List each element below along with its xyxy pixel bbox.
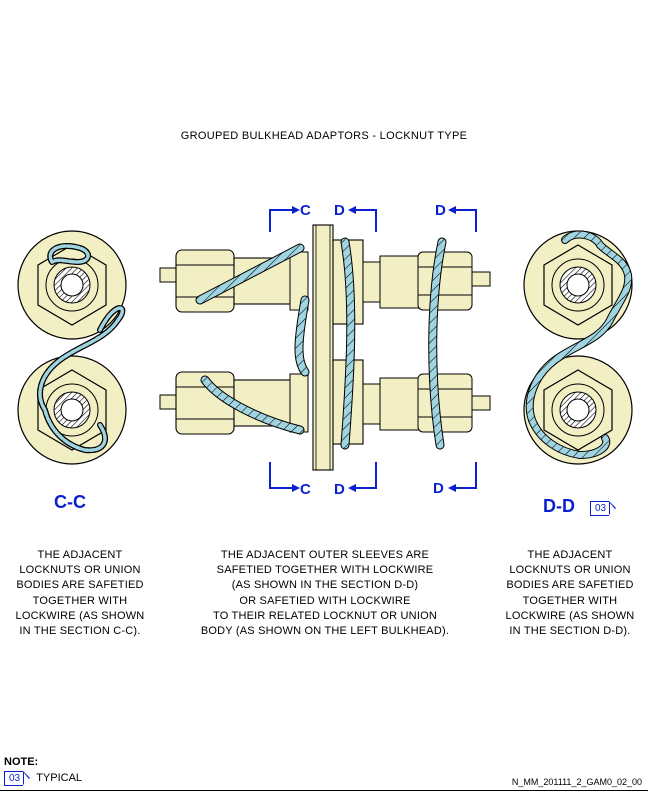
- note-center: THE ADJACENT OUTER SLEEVES ARE SAFETIED …: [200, 549, 450, 638]
- legend-ref-tag: 03: [4, 771, 31, 786]
- dd-bottom-fitting: [523, 355, 633, 465]
- section-cut-lines: [269, 209, 477, 489]
- footer-rule: [0, 790, 648, 791]
- note-right: THE ADJACENT LOCKNUTS OR UNION BODIES AR…: [505, 549, 635, 638]
- cut-letter-d-right-top: D: [435, 202, 446, 219]
- right-top-union: [362, 251, 473, 311]
- cut-letter-c-top: C: [300, 202, 311, 219]
- legend-heading: NOTE:: [4, 756, 39, 768]
- section-cut-arrows: [292, 206, 456, 492]
- section-dd-label: D-D: [543, 496, 575, 516]
- cut-letter-d-bottom: D: [334, 481, 345, 498]
- section-cc-view: [17, 230, 127, 465]
- section-dd-view: [523, 230, 633, 465]
- ref-tag-label: 03: [590, 501, 617, 516]
- cut-letter-c-bottom: C: [300, 481, 311, 498]
- dd-lockwire: [525, 230, 633, 460]
- center-bulkhead-view: [159, 206, 491, 492]
- figure-title: GROUPED BULKHEAD ADAPTORS - LOCKNUT TYPE: [180, 130, 468, 142]
- drawing-id: N_MM_201111_2_GAM0_02_00: [511, 777, 642, 787]
- right-bottom-union: [362, 373, 473, 433]
- cc-lockwire: [37, 242, 126, 454]
- center-lockwires: [195, 237, 447, 450]
- bulkhead-plate: [312, 224, 334, 471]
- section-cc-label: C-C: [54, 492, 86, 512]
- cc-top-fitting: [17, 230, 127, 340]
- legend-text: TYPICAL: [36, 772, 83, 784]
- note-left: THE ADJACENT LOCKNUTS OR UNION BODIES AR…: [15, 549, 145, 638]
- cut-letter-d-right-bottom: D: [433, 480, 444, 497]
- dd-top-fitting: [523, 230, 633, 340]
- legend-row: 03 TYPICAL: [4, 771, 82, 786]
- cut-letter-d-top: D: [334, 202, 345, 219]
- section-dd-ref-tag: 03: [590, 498, 617, 516]
